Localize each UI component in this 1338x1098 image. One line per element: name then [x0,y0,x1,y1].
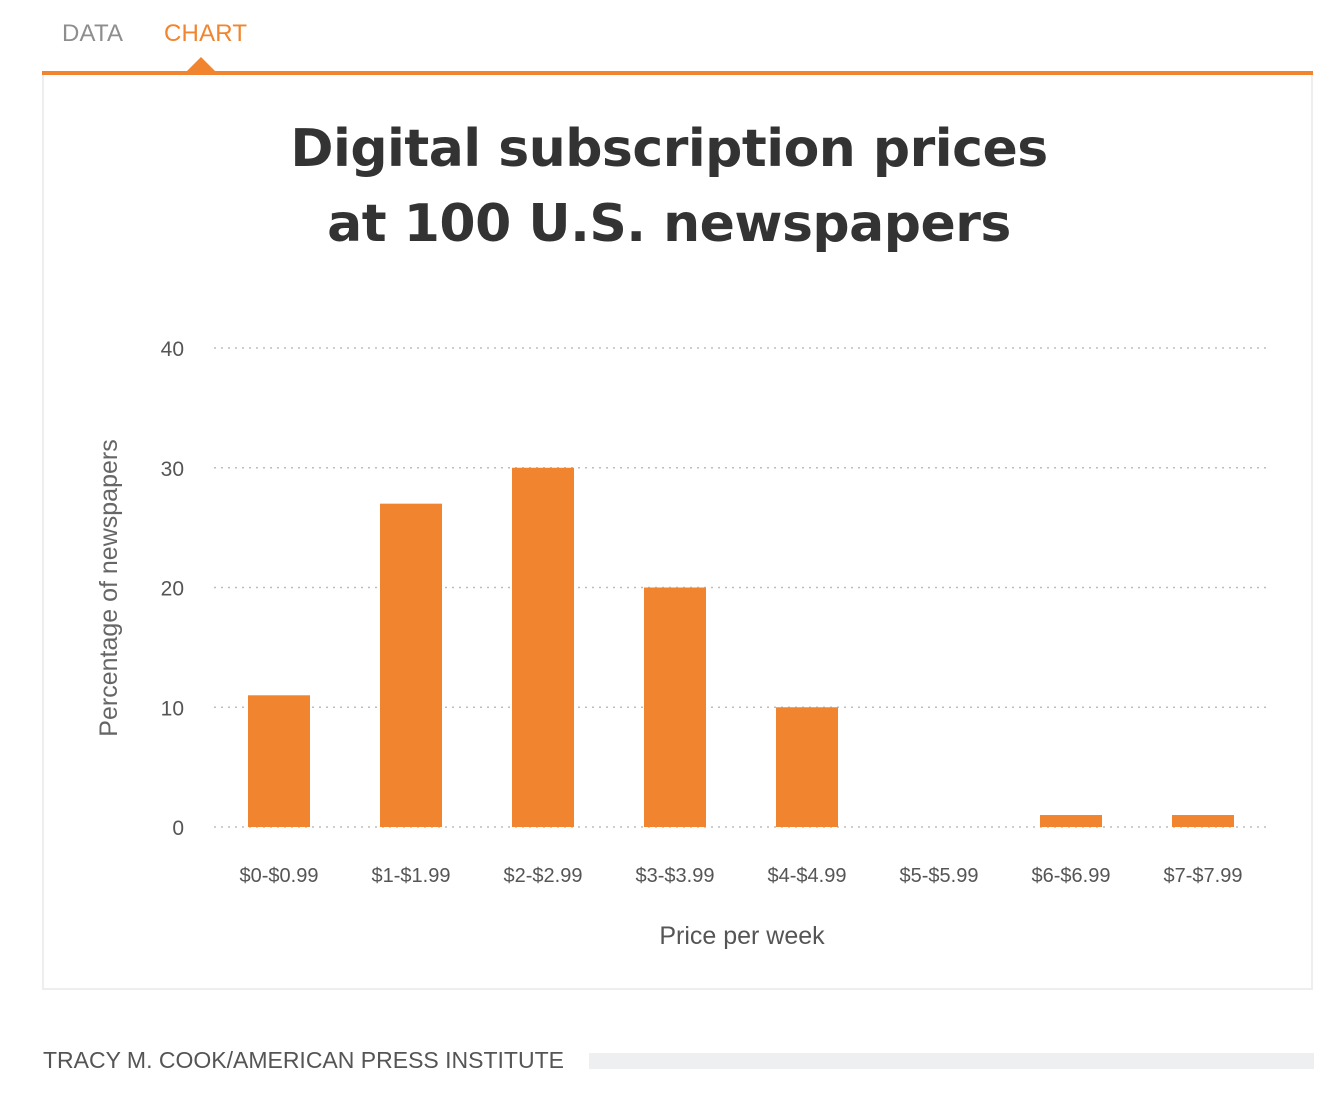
y-tick-label: 0 [172,817,184,840]
y-tick-label: 30 [161,458,184,481]
chart-title-line-1: Digital subscription prices [290,119,1048,179]
bar-2[interactable] [380,503,442,827]
tab-underline [42,71,1313,75]
bar-5[interactable] [776,707,838,827]
x-tick-label: $7-$7.99 [1164,865,1243,887]
y-axis-label: Percentage of newspapers [95,439,123,736]
source-credit: TRACY M. COOK/AMERICAN PRESS INSTITUTE [43,1047,564,1073]
y-tick-label: 10 [161,697,184,720]
x-tick-labels: $0-$0.99 $1-$1.99 $2-$2.99 $3-$3.99 $4-$4.99… [240,865,1243,887]
chart-title: Digital subscription prices at 100 U.S. … [0,112,1338,262]
x-axis-label: Price per week [659,922,825,950]
y-tick-labels: 0 10 20 30 40 [161,338,184,840]
bar-1[interactable] [248,695,310,827]
bar-chart: 0 10 20 30 40 $0-$0.99 $1-$1.99 $2-$2.99 $3-$3.… [95,338,1268,950]
bar-3[interactable] [512,467,574,827]
bar-4[interactable] [644,587,706,828]
x-tick-label: $0-$0.99 [240,865,319,887]
x-tick-label: $3-$3.99 [636,865,715,887]
tab-bar: DATA CHART [42,0,1313,76]
footer-divider [589,1053,1314,1069]
y-tick-label: 20 [161,578,184,601]
x-tick-label: $4-$4.99 [768,865,847,887]
x-tick-label: $2-$2.99 [504,865,583,887]
tab-data[interactable]: DATA [62,20,124,47]
bar-7[interactable] [1040,815,1102,827]
bars [248,467,1234,828]
y-tick-label: 40 [161,338,184,361]
chart-panel [42,75,1313,990]
x-tick-label: $6-$6.99 [1032,865,1111,887]
gridlines [214,347,1268,828]
chart-title-line-2: at 100 U.S. newspapers [327,194,1011,254]
active-tab-indicator [186,57,216,72]
x-tick-label: $5-$5.99 [900,865,979,887]
bar-8[interactable] [1172,815,1234,827]
tab-chart[interactable]: CHART [164,20,248,47]
x-tick-label: $1-$1.99 [372,865,451,887]
